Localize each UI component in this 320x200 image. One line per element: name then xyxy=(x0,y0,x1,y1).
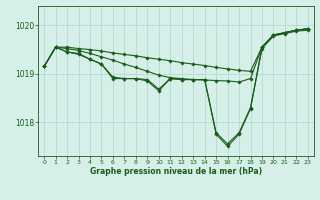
X-axis label: Graphe pression niveau de la mer (hPa): Graphe pression niveau de la mer (hPa) xyxy=(90,167,262,176)
